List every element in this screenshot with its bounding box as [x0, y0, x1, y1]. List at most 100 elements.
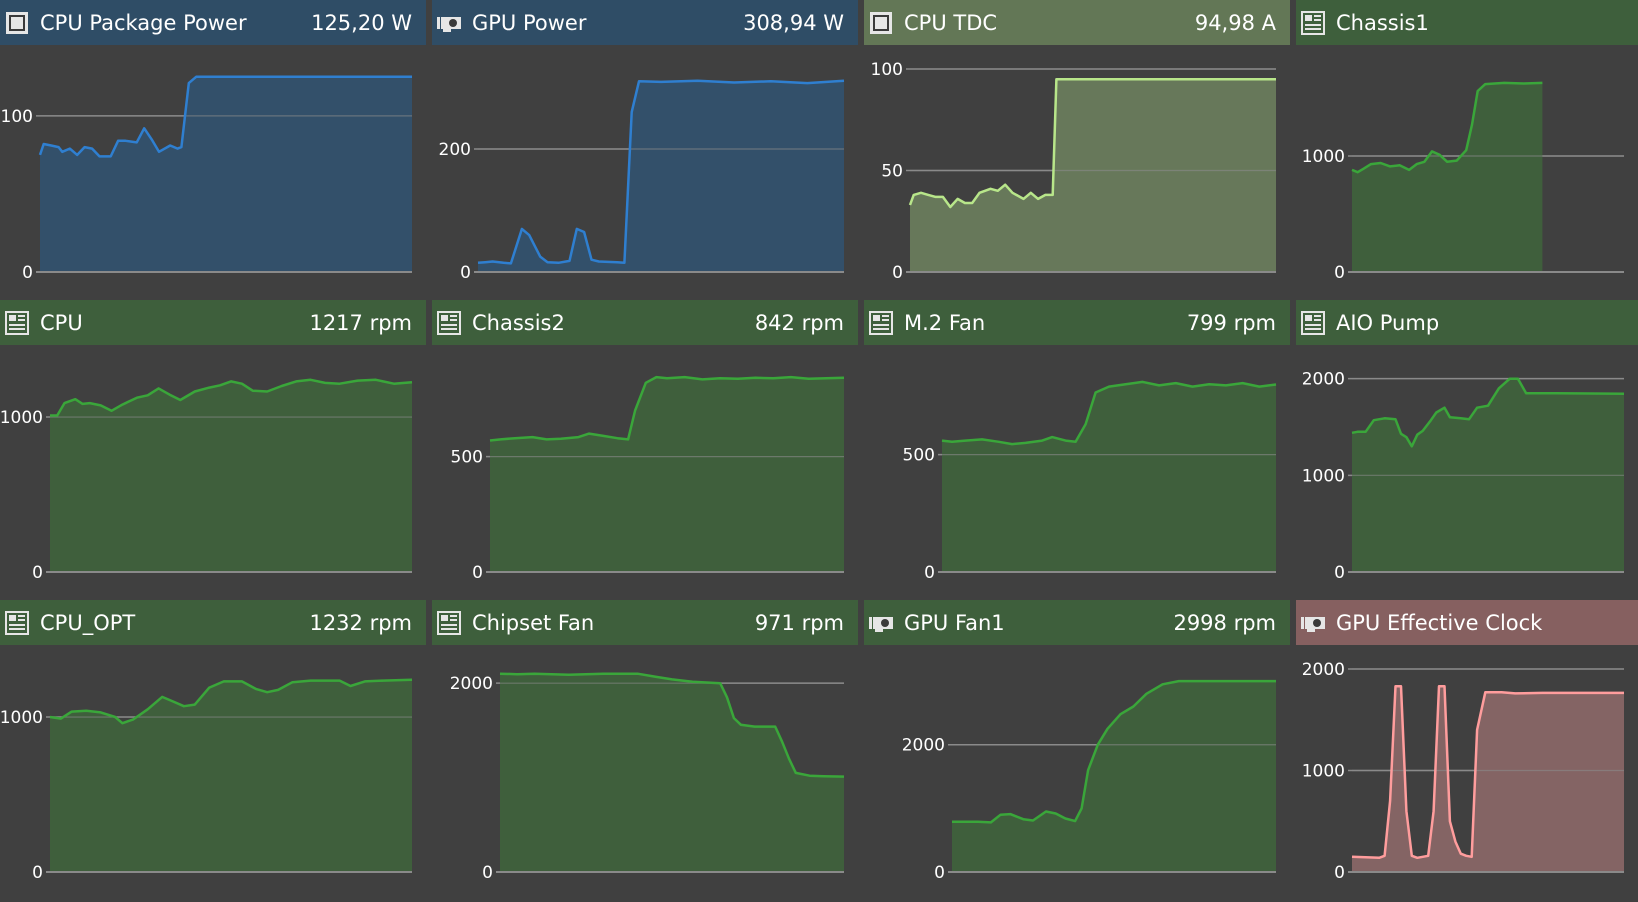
sensor-tile-chassis2[interactable]: Chassis2 842 rpm 0 500: [432, 300, 858, 590]
series-line: [499, 672, 845, 778]
series-line: [38, 75, 412, 158]
y-tick-label: 2000: [1302, 660, 1345, 680]
cpu-chip-icon: [4, 10, 30, 36]
motherboard-icon: [4, 310, 30, 336]
sensor-history-chart: 0 1000 2000: [1296, 345, 1638, 590]
y-tick-label: 0: [32, 863, 43, 883]
series-line: [952, 679, 1276, 824]
sensor-tile-gpu-fan1[interactable]: GPU Fan1 2998 rpm 0 2000: [864, 600, 1290, 890]
sensor-tile-header: Chassis1: [1296, 0, 1638, 45]
sensor-tile-header: AIO Pump: [1296, 300, 1638, 345]
y-tick-label: 1000: [1302, 147, 1345, 167]
series-area: [50, 679, 412, 872]
series-area: [490, 377, 844, 572]
sensor-tile-gpu-effective-clock[interactable]: GPU Effective Clock 0 1000 2000: [1296, 600, 1638, 890]
sensor-tile-cpu-package-power[interactable]: CPU Package Power 125,20 W 0 100: [0, 0, 426, 290]
chart-svg: 0 1000 2000: [1302, 370, 1625, 583]
series-area: [942, 381, 1276, 572]
series-line: [477, 79, 845, 265]
sensor-history-chart: 0 2000: [864, 645, 1290, 890]
sensor-history-chart: 0 500: [864, 345, 1290, 590]
y-tick-label: 0: [32, 563, 43, 583]
y-tick-label: 0: [1334, 563, 1345, 583]
motherboard-icon: [436, 310, 462, 336]
series-area: [40, 76, 412, 272]
sensor-tile-aio-pump[interactable]: AIO Pump 0 1000 2000: [1296, 300, 1638, 590]
sensor-value: 94,98 A: [1194, 10, 1276, 35]
series-area: [478, 80, 844, 272]
sensor-tile-header: Chipset Fan 971 rpm: [432, 600, 858, 645]
chart-svg: 0 2000: [902, 679, 1276, 883]
y-tick-label: 1000: [1302, 762, 1345, 782]
sensor-value: 971 rpm: [754, 610, 844, 635]
sensor-value: 1217 rpm: [309, 310, 412, 335]
sensor-tile-header: CPU_OPT 1232 rpm: [0, 600, 426, 645]
sensor-history-chart: 0 2000: [432, 645, 858, 890]
sensor-history-chart: 0 200: [432, 45, 858, 290]
y-tick-label: 0: [482, 863, 493, 883]
sensor-history-chart: 0 1000: [0, 345, 426, 590]
y-tick-label: 0: [892, 263, 903, 283]
sensor-tile-header: GPU Fan1 2998 rpm: [864, 600, 1290, 645]
series-line: [908, 77, 1276, 209]
y-tick-label: 0: [22, 263, 33, 283]
sensor-tile-chassis1[interactable]: Chassis1 0 1000: [1296, 0, 1638, 290]
sensor-value: 842 rpm: [754, 310, 844, 335]
sensor-tile-cpu-tdc[interactable]: CPU TDC 94,98 A 0 50 100: [864, 0, 1290, 290]
chart-svg: 0 2000: [450, 672, 845, 883]
gpu-card-icon: [1300, 610, 1326, 636]
sensor-tile-header: CPU Package Power 125,20 W: [0, 0, 426, 45]
chart-svg: 0 1000: [0, 378, 413, 583]
sensor-value: 125,20 W: [311, 10, 412, 35]
sensor-tile-header: Chassis2 842 rpm: [432, 300, 858, 345]
y-tick-label: 200: [439, 140, 471, 160]
chart-svg: 0 200: [439, 79, 845, 283]
sensor-name: Chipset Fan: [472, 610, 595, 635]
sensor-tile-cpu-opt[interactable]: CPU_OPT 1232 rpm 0 1000: [0, 600, 426, 890]
sensor-name: Chassis1: [1336, 10, 1429, 35]
motherboard-icon: [868, 310, 894, 336]
series-area: [50, 379, 412, 572]
y-tick-label: 0: [934, 863, 945, 883]
sensor-name: CPU: [40, 310, 83, 335]
series-line: [1351, 81, 1543, 174]
chart-svg: 0 1000 2000: [1302, 660, 1624, 883]
y-tick-label: 2000: [1302, 370, 1345, 390]
y-tick-label: 500: [903, 446, 935, 466]
sensor-name: AIO Pump: [1336, 310, 1440, 335]
series-area: [1352, 82, 1543, 273]
y-tick-label: 1000: [1302, 466, 1345, 486]
sensor-history-chart: 0 1000: [0, 645, 426, 890]
y-tick-label: 0: [472, 563, 483, 583]
sensor-tile-gpu-power[interactable]: GPU Power 308,94 W 0 200: [432, 0, 858, 290]
sensor-tile-chipset-fan[interactable]: Chipset Fan 971 rpm 0 2000: [432, 600, 858, 890]
motherboard-icon: [436, 610, 462, 636]
series-line: [49, 678, 413, 725]
series-line: [489, 375, 845, 442]
series-area: [910, 79, 1276, 272]
series-area: [952, 681, 1276, 872]
y-tick-label: 0: [1334, 263, 1345, 283]
sensor-tile-header: CPU TDC 94,98 A: [864, 0, 1290, 45]
sensor-name: CPU TDC: [904, 10, 998, 35]
motherboard-icon: [1300, 310, 1326, 336]
series-area: [1352, 686, 1624, 872]
sensor-name: GPU Power: [472, 10, 587, 35]
y-tick-label: 50: [881, 162, 903, 182]
sensor-history-chart: 0 500: [432, 345, 858, 590]
sensor-name: CPU_OPT: [40, 610, 136, 635]
sensor-tile-m2-fan[interactable]: M.2 Fan 799 rpm 0 500: [864, 300, 1290, 590]
sensor-name: GPU Effective Clock: [1336, 610, 1543, 635]
y-tick-label: 1000: [0, 708, 43, 728]
sensor-tile-header: GPU Power 308,94 W: [432, 0, 858, 45]
sensor-value: 1232 rpm: [309, 610, 412, 635]
sensor-tile-header: M.2 Fan 799 rpm: [864, 300, 1290, 345]
sensor-history-chart: 0 1000 2000: [1296, 645, 1638, 890]
chart-svg: 0 1000: [0, 678, 413, 883]
chart-svg: 0 1000: [1302, 81, 1624, 283]
y-tick-label: 2000: [450, 674, 493, 694]
sensor-value: 2998 rpm: [1173, 610, 1276, 635]
chart-svg: 0 100: [1, 75, 412, 283]
sensor-tile-cpu-fan[interactable]: CPU 1217 rpm 0 1000: [0, 300, 426, 590]
